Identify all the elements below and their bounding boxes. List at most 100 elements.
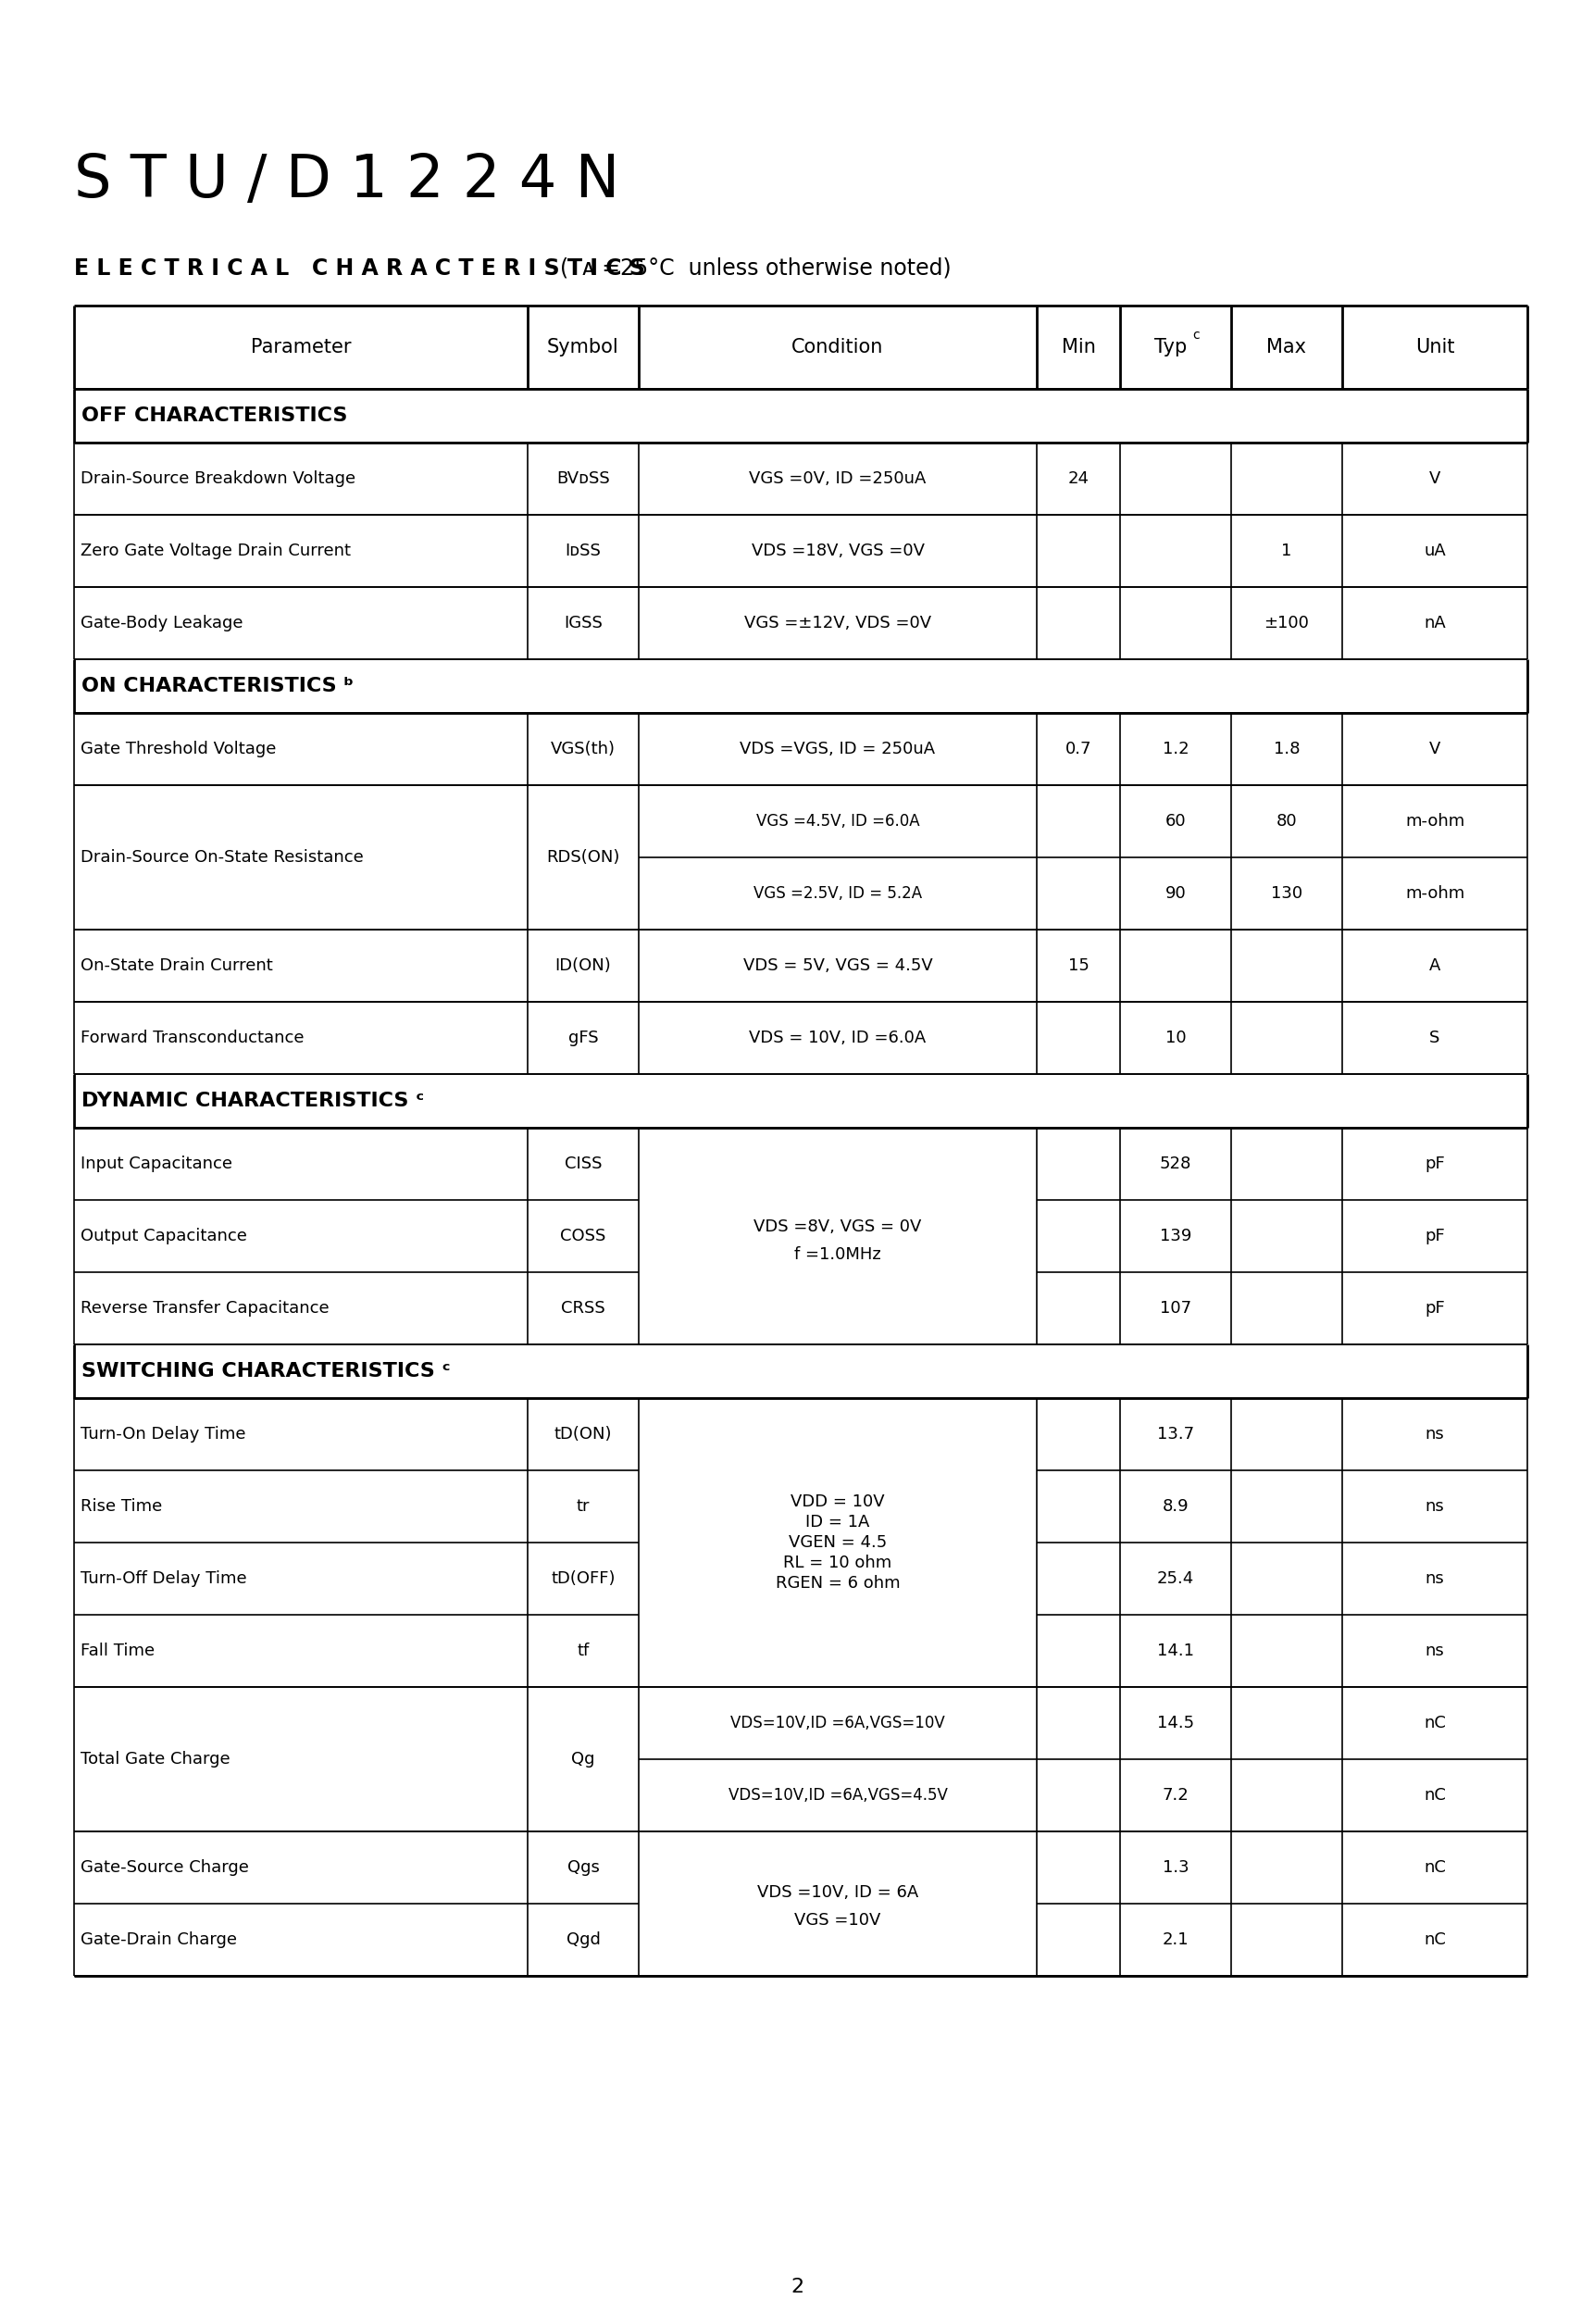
Text: 15: 15 — [1068, 957, 1089, 974]
Text: VGS =4.5V, ID =6.0A: VGS =4.5V, ID =6.0A — [756, 813, 920, 830]
Text: VDS =VGS, ID = 250uA: VDS =VGS, ID = 250uA — [740, 741, 936, 758]
Text: VDS=10V,ID =6A,VGS=10V: VDS=10V,ID =6A,VGS=10V — [730, 1715, 945, 1731]
Text: VGS =±12V, VDS =0V: VGS =±12V, VDS =0V — [744, 616, 931, 632]
Text: ns: ns — [1425, 1499, 1444, 1515]
Text: tf: tf — [577, 1643, 590, 1659]
Text: DYNAMIC CHARACTERISTICS ᶜ: DYNAMIC CHARACTERISTICS ᶜ — [81, 1092, 424, 1111]
Text: 80: 80 — [1277, 813, 1298, 830]
Text: Reverse Transfer Capacitance: Reverse Transfer Capacitance — [81, 1299, 330, 1318]
Text: 139: 139 — [1160, 1227, 1191, 1243]
Text: gFS: gFS — [567, 1030, 598, 1046]
Text: Output Capacitance: Output Capacitance — [81, 1227, 247, 1243]
Text: Drain-Source On-State Resistance: Drain-Source On-State Resistance — [81, 848, 363, 867]
Text: COSS: COSS — [561, 1227, 606, 1243]
Text: VDS =18V, VGS =0V: VDS =18V, VGS =0V — [751, 541, 925, 560]
Text: c: c — [1192, 328, 1199, 342]
Text: tD(OFF): tD(OFF) — [552, 1571, 615, 1587]
Text: pF: pF — [1425, 1299, 1444, 1318]
Text: 1.8: 1.8 — [1274, 741, 1299, 758]
Text: nC: nC — [1423, 1787, 1446, 1803]
Text: 25.4: 25.4 — [1157, 1571, 1194, 1587]
Text: Max: Max — [1267, 337, 1307, 356]
Text: Gate-Body Leakage: Gate-Body Leakage — [81, 616, 242, 632]
Text: 1: 1 — [1282, 541, 1293, 560]
Text: Parameter: Parameter — [250, 337, 351, 356]
Text: 107: 107 — [1160, 1299, 1191, 1318]
Text: (Tᴀ =25°C  unless otherwise noted): (Tᴀ =25°C unless otherwise noted) — [547, 258, 952, 279]
Text: Fall Time: Fall Time — [81, 1643, 155, 1659]
Text: tD(ON): tD(ON) — [555, 1427, 612, 1443]
Text: VGS =2.5V, ID = 5.2A: VGS =2.5V, ID = 5.2A — [754, 885, 921, 902]
Text: Gate-Drain Charge: Gate-Drain Charge — [81, 1931, 238, 1948]
Text: VGS(th): VGS(th) — [552, 741, 615, 758]
Text: On-State Drain Current: On-State Drain Current — [81, 957, 273, 974]
Text: VDD = 10V: VDD = 10V — [791, 1494, 885, 1511]
Text: ns: ns — [1425, 1427, 1444, 1443]
Text: VGS =0V, ID =250uA: VGS =0V, ID =250uA — [749, 469, 926, 488]
Text: V: V — [1430, 741, 1441, 758]
Text: 90: 90 — [1165, 885, 1186, 902]
Text: S: S — [1430, 1030, 1439, 1046]
Text: nA: nA — [1423, 616, 1446, 632]
Text: OFF CHARACTERISTICS: OFF CHARACTERISTICS — [81, 407, 347, 425]
Text: E L E C T R I C A L   C H A R A C T E R I S T I C S: E L E C T R I C A L C H A R A C T E R I … — [73, 258, 646, 279]
Text: Turn-Off Delay Time: Turn-Off Delay Time — [81, 1571, 247, 1587]
Text: Turn-On Delay Time: Turn-On Delay Time — [81, 1427, 245, 1443]
Text: pF: pF — [1425, 1155, 1444, 1171]
Text: VGEN = 4.5: VGEN = 4.5 — [789, 1534, 886, 1550]
Text: Zero Gate Voltage Drain Current: Zero Gate Voltage Drain Current — [81, 541, 351, 560]
Text: Symbol: Symbol — [547, 337, 618, 356]
Text: Input Capacitance: Input Capacitance — [81, 1155, 233, 1171]
Text: IGSS: IGSS — [564, 616, 603, 632]
Text: CISS: CISS — [564, 1155, 603, 1171]
Text: V: V — [1430, 469, 1441, 488]
Text: ±100: ±100 — [1264, 616, 1309, 632]
Text: RDS(ON): RDS(ON) — [547, 848, 620, 867]
Text: ID(ON): ID(ON) — [555, 957, 611, 974]
Text: Qgs: Qgs — [567, 1859, 599, 1875]
Text: ID = 1A: ID = 1A — [805, 1513, 870, 1532]
Text: RGEN = 6 ohm: RGEN = 6 ohm — [775, 1576, 901, 1592]
Text: ON CHARACTERISTICS ᵇ: ON CHARACTERISTICS ᵇ — [81, 676, 354, 695]
Text: tr: tr — [577, 1499, 590, 1515]
Text: Drain-Source Breakdown Voltage: Drain-Source Breakdown Voltage — [81, 469, 355, 488]
Text: ns: ns — [1425, 1643, 1444, 1659]
Text: A: A — [1430, 957, 1441, 974]
Text: 130: 130 — [1270, 885, 1302, 902]
Text: nC: nC — [1423, 1859, 1446, 1875]
Text: 14.1: 14.1 — [1157, 1643, 1194, 1659]
Text: nC: nC — [1423, 1931, 1446, 1948]
Text: f =1.0MHz: f =1.0MHz — [794, 1246, 881, 1262]
Text: Qg: Qg — [571, 1750, 595, 1769]
Text: Rise Time: Rise Time — [81, 1499, 163, 1515]
Text: ns: ns — [1425, 1571, 1444, 1587]
Text: 8.9: 8.9 — [1162, 1499, 1189, 1515]
Text: 528: 528 — [1160, 1155, 1191, 1171]
Text: 2.1: 2.1 — [1162, 1931, 1189, 1948]
Text: Total Gate Charge: Total Gate Charge — [81, 1750, 230, 1769]
Text: nC: nC — [1423, 1715, 1446, 1731]
Text: m-ohm: m-ohm — [1404, 885, 1465, 902]
Text: SWITCHING CHARACTERISTICS ᶜ: SWITCHING CHARACTERISTICS ᶜ — [81, 1362, 451, 1380]
Text: BVᴅSS: BVᴅSS — [556, 469, 611, 488]
Text: VDS =8V, VGS = 0V: VDS =8V, VGS = 0V — [754, 1218, 921, 1234]
Text: 0.7: 0.7 — [1065, 741, 1092, 758]
Text: VDS = 10V, ID =6.0A: VDS = 10V, ID =6.0A — [749, 1030, 926, 1046]
Text: Unit: Unit — [1415, 337, 1454, 356]
Text: 13.7: 13.7 — [1157, 1427, 1194, 1443]
Text: VDS=10V,ID =6A,VGS=4.5V: VDS=10V,ID =6A,VGS=4.5V — [728, 1787, 947, 1803]
Text: Min: Min — [1062, 337, 1095, 356]
Text: RL = 10 ohm: RL = 10 ohm — [784, 1555, 893, 1571]
Text: 60: 60 — [1165, 813, 1186, 830]
Text: pF: pF — [1425, 1227, 1444, 1243]
Text: Forward Transconductance: Forward Transconductance — [81, 1030, 304, 1046]
Text: m-ohm: m-ohm — [1404, 813, 1465, 830]
Text: 14.5: 14.5 — [1157, 1715, 1194, 1731]
Text: VGS =10V: VGS =10V — [794, 1913, 881, 1929]
Text: uA: uA — [1423, 541, 1446, 560]
Text: Gate Threshold Voltage: Gate Threshold Voltage — [81, 741, 276, 758]
Text: 10: 10 — [1165, 1030, 1186, 1046]
Text: 24: 24 — [1068, 469, 1089, 488]
Text: IᴅSS: IᴅSS — [566, 541, 601, 560]
Text: Qgd: Qgd — [566, 1931, 601, 1948]
